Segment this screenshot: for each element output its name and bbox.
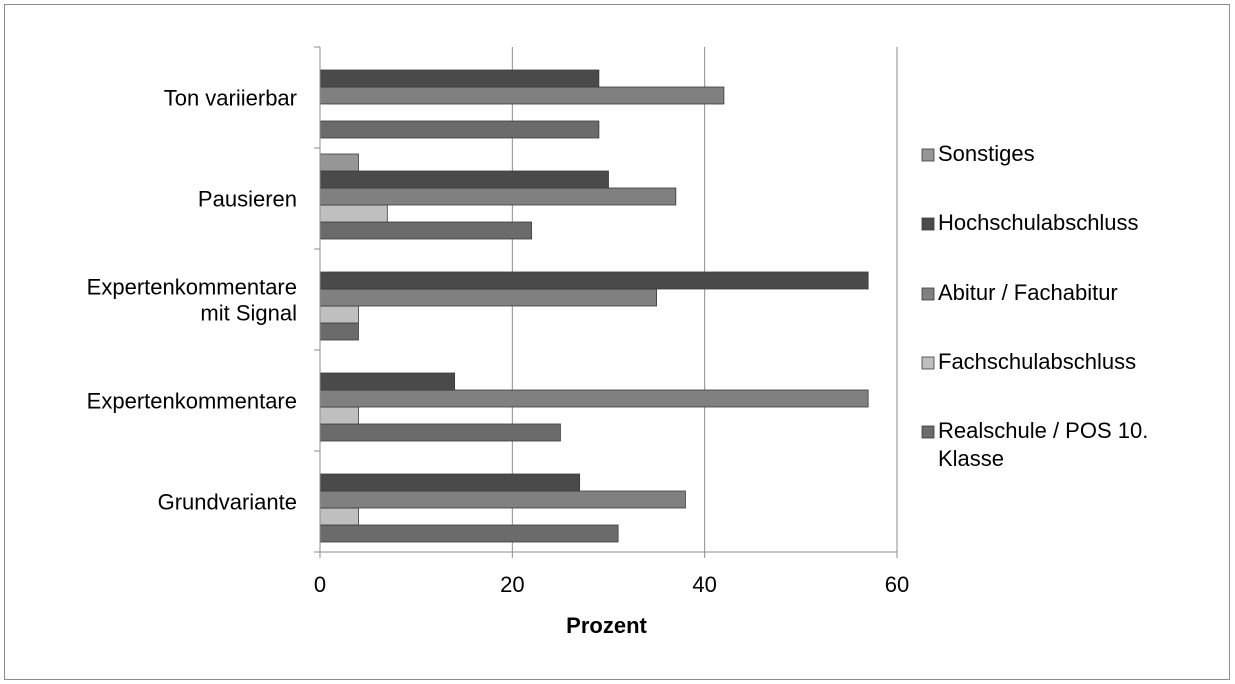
bar-grundvariante-realschule-pos-10-klasse (319, 524, 619, 543)
bar-grundvariante-fachschulabschluss (319, 507, 359, 526)
x-tick-label-60: 60 (885, 572, 909, 597)
category-label-expertenkommentare-mit-signal: Expertenkommentare (87, 275, 297, 300)
legend-swatch-abitur-fachabitur (921, 287, 935, 301)
x-tick-label-40: 40 (692, 572, 716, 597)
bar-pausieren-hochschulabschluss (319, 170, 609, 189)
legend-label-hochschulabschluss: Hochschulabschluss (938, 210, 1139, 235)
category-label-expertenkommentare-mit-signal: mit Signal (200, 301, 297, 326)
bar-expertenkommentare-realschule-pos-10-klasse (319, 423, 561, 442)
legend-label-realschule-pos-10-klasse: Realschule / POS 10. (938, 418, 1148, 443)
legend-label-realschule-pos-10-klasse: Klasse (938, 446, 1004, 471)
category-label-ton-variierbar: Ton variierbar (164, 86, 297, 111)
chart-frame (4, 4, 1230, 680)
bar-expertenkommentare-hochschulabschluss (319, 372, 456, 391)
legend-swatch-realschule-pos-10-klasse (921, 425, 935, 439)
x-tick-label-20: 20 (500, 572, 524, 597)
legend-label-fachschulabschluss: Fachschulabschluss (938, 349, 1136, 374)
bar-expertenkommentare-abitur-fachabitur (319, 389, 869, 408)
bar-expertenkommentare-mit-signal-hochschulabschluss (319, 271, 869, 290)
bar-pausieren-realschule-pos-10-klasse (319, 221, 532, 240)
bar-grundvariante-abitur-fachabitur (319, 490, 686, 509)
x-tick-label-0: 0 (314, 572, 326, 597)
bar-expertenkommentare-fachschulabschluss (319, 406, 359, 425)
legend-label-sonstiges: Sonstiges (938, 141, 1035, 166)
bar-expertenkommentare-mit-signal-abitur-fachabitur (319, 288, 657, 307)
category-label-pausieren: Pausieren (198, 187, 297, 212)
bar-grundvariante-hochschulabschluss (319, 473, 581, 492)
bar-expertenkommentare-mit-signal-realschule-pos-10-klasse (319, 322, 359, 341)
legend-swatch-hochschulabschluss (921, 217, 935, 231)
bar-ton-variierbar-realschule-pos-10-klasse (319, 120, 600, 139)
category-label-expertenkommentare: Expertenkommentare (87, 389, 297, 414)
bar-expertenkommentare-mit-signal-fachschulabschluss (319, 305, 359, 324)
legend-swatch-fachschulabschluss (921, 356, 935, 370)
bar-pausieren-sonstiges (319, 153, 359, 172)
x-axis-title: Prozent (566, 613, 647, 638)
legend-label-abitur-fachabitur: Abitur / Fachabitur (938, 280, 1118, 305)
category-label-grundvariante: Grundvariante (158, 490, 297, 515)
legend-swatch-sonstiges (921, 148, 935, 162)
bar-pausieren-fachschulabschluss (319, 204, 388, 223)
bar-ton-variierbar-abitur-fachabitur (319, 86, 725, 105)
bar-pausieren-abitur-fachabitur (319, 187, 677, 206)
bar-ton-variierbar-hochschulabschluss (319, 69, 600, 88)
